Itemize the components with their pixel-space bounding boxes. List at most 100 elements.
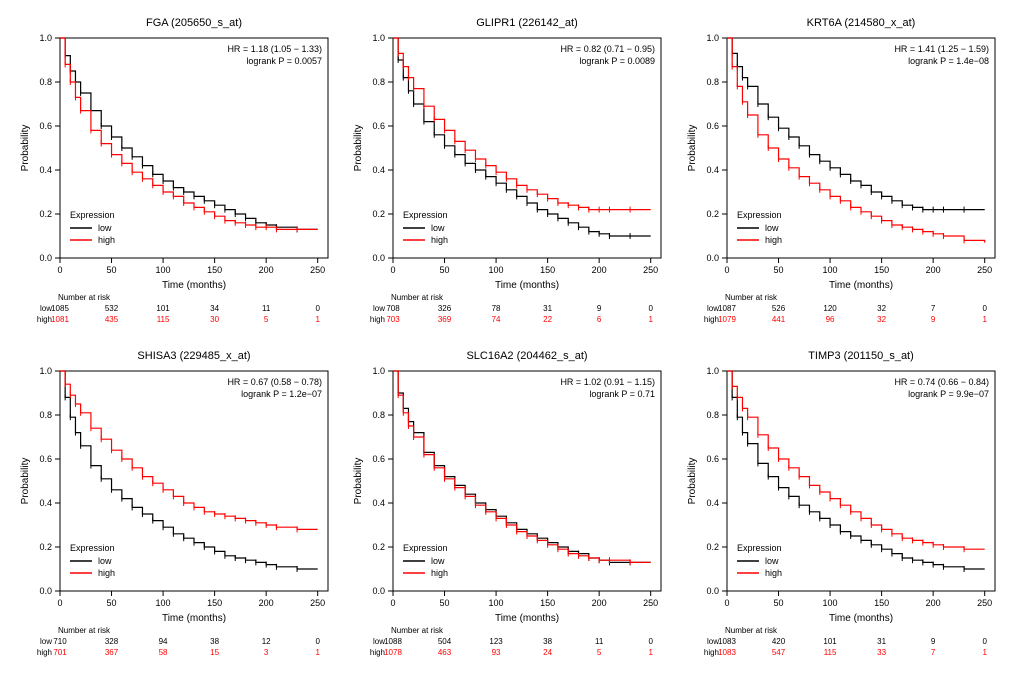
km-curve-low: [393, 371, 651, 562]
risk-num-high: 435: [105, 315, 119, 324]
y-tick-label: 0.0: [706, 586, 719, 596]
y-axis-title: Probability: [353, 125, 364, 172]
risk-title: Number at risk: [391, 293, 444, 302]
x-tick-label: 250: [977, 598, 992, 608]
risk-num-high: 33: [877, 648, 886, 657]
y-tick-label: 0.2: [39, 209, 52, 219]
x-tick-label: 150: [540, 265, 555, 275]
x-tick-label: 250: [644, 265, 659, 275]
risk-label-high: high: [704, 315, 719, 324]
x-tick-label: 100: [822, 265, 837, 275]
y-tick-label: 1.0: [706, 366, 719, 376]
legend-title: Expression: [737, 543, 782, 553]
y-tick-label: 0.6: [706, 454, 719, 464]
x-tick-label: 0: [57, 598, 62, 608]
hr-text: HR = 1.41 (1.25 − 1.59): [894, 44, 989, 54]
legend-item-high: high: [431, 235, 448, 245]
risk-num-high: 7: [931, 648, 936, 657]
km-curve-high: [393, 371, 651, 562]
risk-num-high: 32: [877, 315, 886, 324]
x-tick-label: 100: [489, 598, 504, 608]
x-tick-label: 50: [773, 265, 783, 275]
y-tick-label: 1.0: [39, 366, 52, 376]
risk-num-high: 369: [438, 315, 452, 324]
risk-label-high: high: [704, 648, 719, 657]
risk-num-high: 115: [157, 315, 170, 324]
x-tick-label: 250: [644, 598, 659, 608]
legend-item-low: low: [98, 556, 112, 566]
risk-num-low: 504: [438, 637, 452, 646]
hr-text: HR = 0.74 (0.66 − 0.84): [894, 377, 989, 387]
pvalue-text: logrank P = 0.71: [590, 389, 656, 399]
x-tick-label: 0: [391, 265, 396, 275]
x-tick-label: 100: [156, 265, 171, 275]
risk-num-high: 703: [387, 315, 401, 324]
y-tick-label: 0.2: [373, 209, 386, 219]
risk-num-high: 1: [982, 315, 987, 324]
panel-title: TIMP3 (201150_s_at): [808, 350, 914, 362]
risk-num-low: 34: [210, 304, 219, 313]
risk-num-high: 58: [159, 648, 168, 657]
km-panel-5: TIMP3 (201150_s_at)0501001502002500.00.2…: [677, 343, 1010, 676]
risk-num-low: 94: [159, 637, 168, 646]
km-plot-grid: FGA (205650_s_at)0501001502002500.00.20.…: [10, 10, 1010, 676]
legend-title: Expression: [70, 543, 115, 553]
km-panel-1: GLIPR1 (226142_at)0501001502002500.00.20…: [343, 10, 676, 343]
y-axis-title: Probability: [687, 458, 698, 505]
y-tick-label: 0.0: [39, 253, 52, 263]
risk-num-low: 123: [490, 637, 504, 646]
legend-item-low: low: [431, 223, 445, 233]
km-panel-2: KRT6A (214580_x_at)0501001502002500.00.2…: [677, 10, 1010, 343]
hr-text: HR = 1.02 (0.91 − 1.15): [561, 377, 656, 387]
risk-num-low: 708: [387, 304, 401, 313]
y-tick-label: 0.4: [706, 498, 719, 508]
risk-num-low: 0: [315, 304, 320, 313]
risk-num-high: 6: [597, 315, 602, 324]
risk-num-low: 7: [931, 304, 936, 313]
y-tick-label: 1.0: [39, 33, 52, 43]
risk-title: Number at risk: [58, 626, 111, 635]
risk-num-low: 326: [438, 304, 452, 313]
x-axis-title: Time (months): [162, 613, 226, 624]
y-axis-title: Probability: [20, 125, 31, 172]
x-tick-label: 50: [440, 598, 450, 608]
legend-item-high: high: [765, 235, 782, 245]
risk-num-high: 115: [823, 648, 836, 657]
pvalue-text: logrank P = 1.4e−08: [908, 56, 989, 66]
km-curve-low: [727, 371, 985, 569]
x-tick-label: 150: [540, 598, 555, 608]
risk-num-low: 1085: [51, 304, 69, 313]
risk-title: Number at risk: [391, 626, 444, 635]
risk-num-low: 78: [492, 304, 501, 313]
risk-num-low: 710: [53, 637, 67, 646]
y-tick-label: 0.6: [39, 121, 52, 131]
y-tick-label: 0.4: [373, 498, 386, 508]
km-curve-high: [60, 38, 318, 229]
legend-title: Expression: [70, 210, 115, 220]
legend-title: Expression: [737, 210, 782, 220]
risk-num-low: 31: [543, 304, 552, 313]
risk-num-high: 1: [982, 648, 987, 657]
pvalue-text: logrank P = 1.2e−07: [241, 389, 322, 399]
risk-num-low: 0: [649, 304, 654, 313]
risk-num-high: 1078: [384, 648, 402, 657]
x-tick-label: 200: [925, 598, 940, 608]
risk-label-high: high: [37, 315, 52, 324]
x-tick-label: 100: [489, 265, 504, 275]
risk-num-high: 1: [649, 648, 654, 657]
x-tick-label: 200: [925, 265, 940, 275]
km-curve-low: [60, 371, 318, 569]
risk-num-high: 9: [931, 315, 936, 324]
risk-num-high: 3: [264, 648, 269, 657]
risk-num-low: 32: [877, 304, 886, 313]
x-tick-label: 50: [773, 598, 783, 608]
risk-title: Number at risk: [725, 626, 778, 635]
y-tick-label: 0.2: [39, 542, 52, 552]
risk-num-high: 1: [315, 315, 320, 324]
hr-text: HR = 0.82 (0.71 − 0.95): [561, 44, 656, 54]
x-tick-label: 0: [57, 265, 62, 275]
risk-num-low: 9: [931, 637, 936, 646]
y-tick-label: 0.4: [39, 165, 52, 175]
x-tick-label: 200: [259, 265, 274, 275]
x-tick-label: 150: [874, 265, 889, 275]
